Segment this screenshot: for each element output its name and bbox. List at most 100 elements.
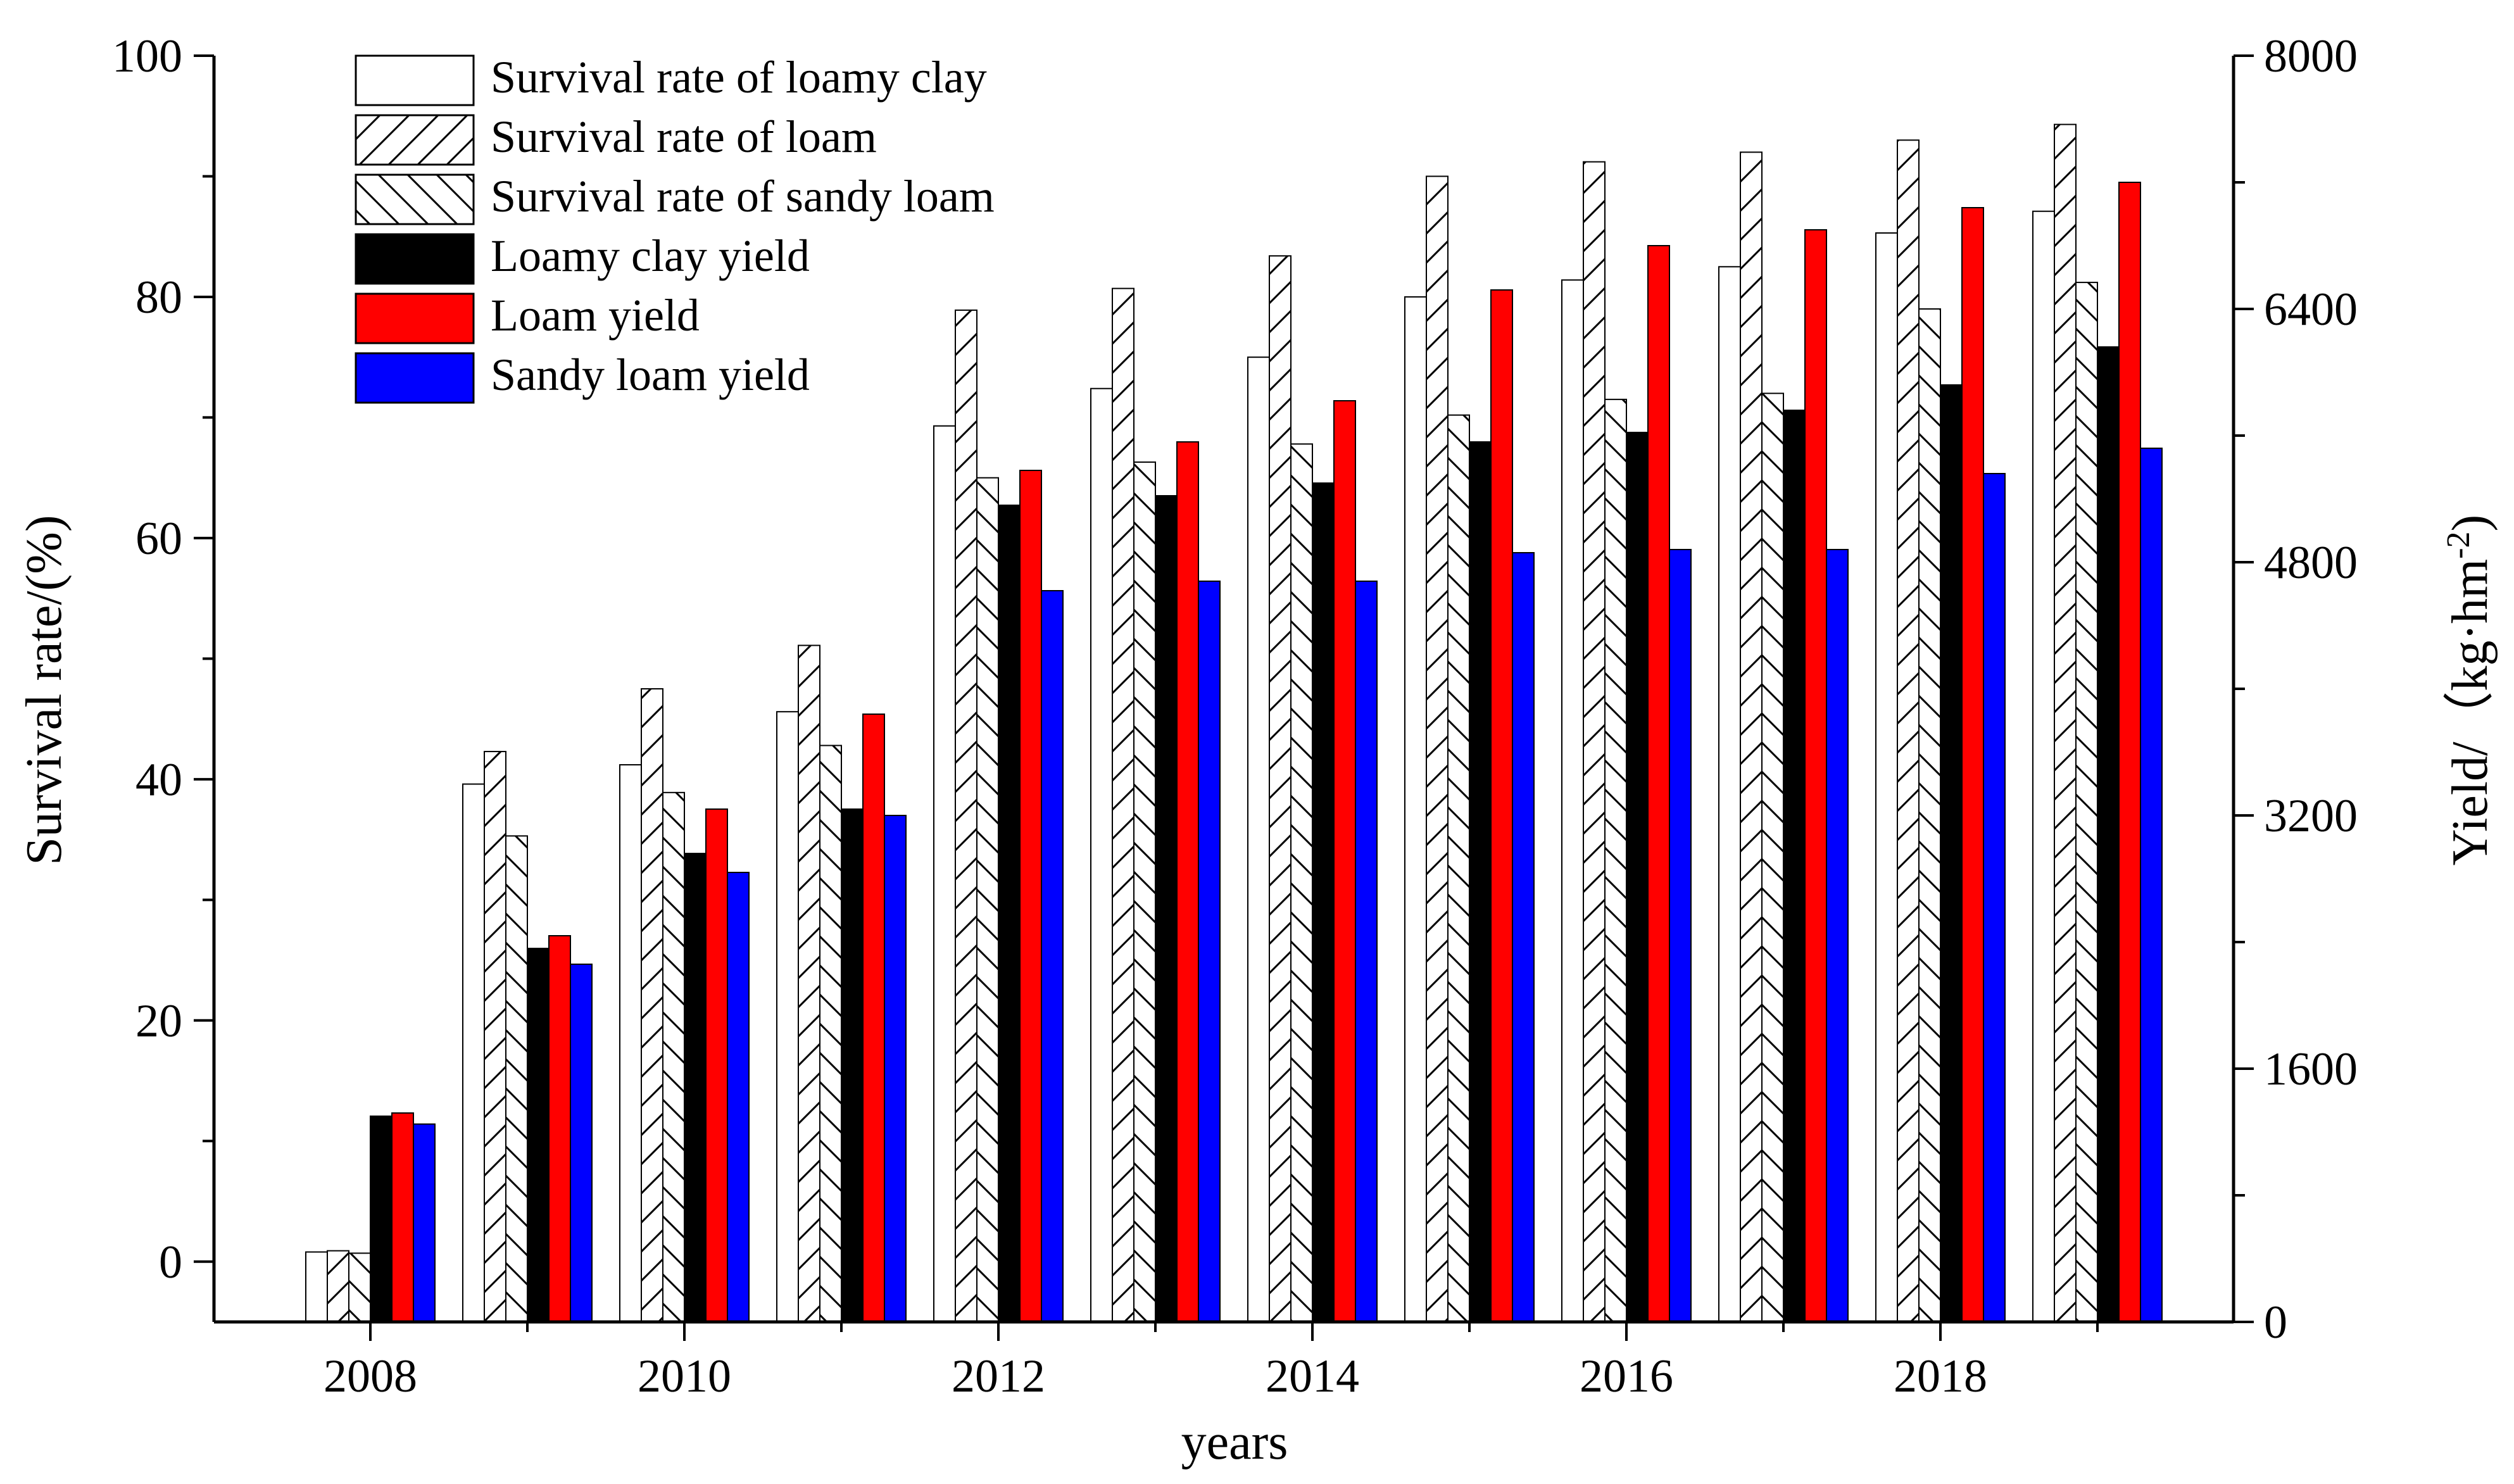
bar-loam-yield-2013 — [1176, 441, 1199, 1323]
legend-swatch-survival-rate-of-loamy-clay — [355, 54, 475, 106]
legend: Survival rate of loamy clay Survival rate… — [355, 52, 995, 404]
left-tick-label: 0 — [159, 1236, 182, 1288]
bar-loamy-clay-yield-2013 — [1155, 495, 1178, 1323]
legend-swatch-sandy-loam-yield — [355, 352, 475, 404]
bar-survival-rate-of-loam-2011 — [798, 645, 820, 1323]
legend-label-loam-yield: Loam yield — [491, 290, 700, 341]
bar-survival-rate-of-loamy-clay-2016 — [1561, 279, 1584, 1323]
right-tick-label: 0 — [2264, 1297, 2287, 1349]
bar-survival-rate-of-loam-2013 — [1112, 287, 1134, 1323]
legend-label-survival-rate-of-loam: Survival rate of loam — [491, 111, 877, 162]
x-tick-label: 2018 — [1894, 1350, 1987, 1402]
bar-sandy-loam-yield-2010 — [727, 872, 750, 1323]
right-axis-title-close: ) — [2442, 515, 2498, 532]
legend-swatch-loamy-clay-yield — [355, 233, 475, 285]
x-tick-label: 2010 — [638, 1350, 731, 1402]
legend-label-survival-rate-of-loamy-clay: Survival rate of loamy clay — [491, 52, 987, 103]
bar-survival-rate-of-sandy-loam-2010 — [662, 791, 685, 1323]
bar-sandy-loam-yield-2015 — [1512, 552, 1535, 1323]
bar-loam-yield-2017 — [1804, 229, 1827, 1323]
left-axis-ticks: 0 20 40 60 80 100 — [112, 30, 214, 1288]
bar-loam-yield-2008 — [391, 1112, 414, 1323]
bar-sandy-loam-yield-2019 — [2140, 448, 2163, 1323]
bar-loamy-clay-yield-2014 — [1312, 482, 1335, 1323]
bar-survival-rate-of-sandy-loam-2009 — [505, 835, 528, 1323]
legend-swatch-survival-rate-of-sandy-loam — [355, 173, 475, 225]
bar-survival-rate-of-loamy-clay-2015 — [1404, 296, 1427, 1323]
bar-survival-rate-of-sandy-loam-2013 — [1133, 461, 1156, 1323]
bar-loam-yield-2010 — [705, 808, 728, 1323]
bar-sandy-loam-yield-2018 — [1983, 473, 2006, 1323]
bar-survival-rate-of-sandy-loam-2008 — [348, 1252, 371, 1323]
bar-loamy-clay-yield-2010 — [684, 853, 707, 1323]
left-axis-title: Survival rate/(%) — [16, 515, 72, 865]
bar-survival-rate-of-loam-2014 — [1269, 255, 1292, 1323]
left-tick-label: 80 — [135, 272, 182, 324]
bar-loam-yield-2012 — [1019, 470, 1042, 1323]
x-tick-label: 2008 — [324, 1350, 417, 1402]
bar-loamy-clay-yield-2017 — [1783, 410, 1806, 1323]
bar-loam-yield-2016 — [1647, 245, 1670, 1323]
bar-survival-rate-of-loam-2018 — [1897, 139, 1920, 1323]
bar-survival-rate-of-loam-2009 — [484, 751, 506, 1323]
bar-survival-rate-of-sandy-loam-2014 — [1290, 443, 1313, 1323]
right-tick-label: 3200 — [2264, 790, 2358, 842]
bar-survival-rate-of-loamy-clay-2017 — [1718, 266, 1741, 1323]
right-tick-label: 4800 — [2264, 537, 2358, 589]
bar-loamy-clay-yield-2011 — [841, 808, 864, 1323]
bar-survival-rate-of-sandy-loam-2015 — [1447, 414, 1470, 1323]
right-tick-label: 8000 — [2264, 30, 2358, 82]
x-axis-ticks: 2008 2010 2012 2014 2016 2018 — [324, 1322, 2099, 1402]
bar-sandy-loam-yield-2017 — [1826, 549, 1849, 1323]
bar-survival-rate-of-sandy-loam-2016 — [1604, 398, 1627, 1323]
bar-sandy-loam-yield-2016 — [1669, 549, 1692, 1323]
bar-survival-rate-of-loamy-clay-2008 — [305, 1251, 328, 1323]
bar-survival-rate-of-sandy-loam-2018 — [1918, 308, 1941, 1323]
x-tick-label: 2016 — [1580, 1350, 1673, 1402]
bar-survival-rate-of-sandy-loam-2012 — [976, 477, 999, 1323]
bar-loam-yield-2018 — [1961, 207, 1984, 1323]
bar-sandy-loam-yield-2013 — [1198, 581, 1221, 1323]
bar-survival-rate-of-loam-2012 — [955, 309, 977, 1323]
legend-label-sandy-loam-yield: Sandy loam yield — [491, 349, 810, 400]
left-tick-label: 100 — [112, 30, 182, 82]
legend-swatch-loam-yield — [355, 292, 475, 344]
bar-loamy-clay-yield-2018 — [1940, 384, 1963, 1323]
left-tick-label: 60 — [135, 513, 182, 565]
bar-survival-rate-of-loam-2016 — [1583, 161, 1606, 1323]
legend-label-loamy-clay-yield: Loamy clay yield — [491, 230, 810, 281]
bar-survival-rate-of-loamy-clay-2013 — [1090, 387, 1113, 1323]
bar-sandy-loam-yield-2012 — [1041, 590, 1064, 1323]
bar-survival-rate-of-loamy-clay-2009 — [462, 783, 485, 1323]
right-axis-title-text: Yield/（kg·hm — [2442, 559, 2498, 865]
bar-survival-rate-of-sandy-loam-2019 — [2075, 282, 2098, 1323]
bar-survival-rate-of-sandy-loam-2017 — [1761, 393, 1784, 1323]
bar-loamy-clay-yield-2008 — [370, 1116, 393, 1323]
legend-label-survival-rate-of-sandy-loam: Survival rate of sandy loam — [491, 171, 995, 222]
bar-loamy-clay-yield-2019 — [2097, 346, 2120, 1323]
right-axis-title: Yield/（kg·hm-2) — [2441, 515, 2499, 865]
right-axis-ticks: 0 1600 3200 4800 6400 8000 — [2234, 30, 2358, 1349]
bar-survival-rate-of-loam-2010 — [641, 688, 663, 1323]
bar-survival-rate-of-loam-2017 — [1740, 151, 1763, 1323]
right-tick-label: 1600 — [2264, 1043, 2358, 1095]
bar-loamy-clay-yield-2016 — [1626, 432, 1649, 1323]
bar-sandy-loam-yield-2011 — [884, 815, 907, 1323]
bar-survival-rate-of-loamy-clay-2012 — [933, 425, 956, 1323]
bar-sandy-loam-yield-2014 — [1355, 581, 1378, 1323]
bar-loamy-clay-yield-2009 — [527, 948, 550, 1323]
bar-survival-rate-of-loam-2019 — [2054, 123, 2077, 1323]
bar-loam-yield-2009 — [548, 935, 571, 1323]
right-tick-label: 6400 — [2264, 284, 2358, 336]
right-axis-title-superscript: -2 — [2441, 531, 2477, 558]
bar-loam-yield-2011 — [862, 714, 885, 1323]
bar-sandy-loam-yield-2009 — [570, 964, 593, 1323]
x-tick-label: 2012 — [952, 1350, 1045, 1402]
left-tick-label: 20 — [135, 995, 182, 1047]
bar-loam-yield-2019 — [2118, 182, 2141, 1323]
legend-swatch-survival-rate-of-loam — [355, 114, 475, 166]
bar-loamy-clay-yield-2015 — [1469, 441, 1492, 1323]
bar-survival-rate-of-loamy-clay-2014 — [1247, 356, 1270, 1323]
x-tick-label: 2014 — [1266, 1350, 1359, 1402]
